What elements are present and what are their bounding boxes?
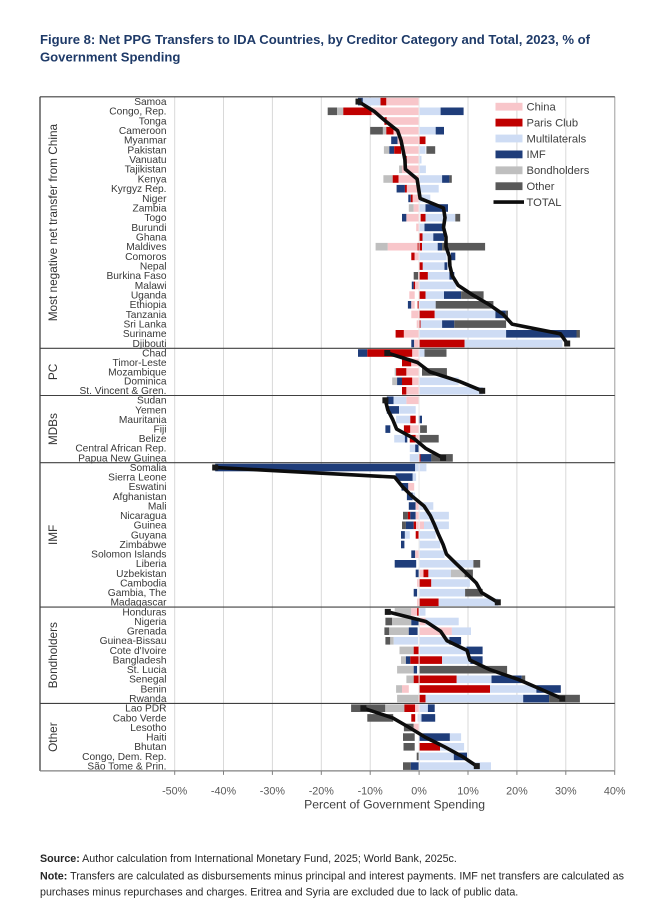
svg-text:Dominica: Dominica bbox=[124, 377, 167, 388]
svg-text:Bondholders: Bondholders bbox=[46, 622, 60, 688]
svg-text:Congo, Dem. Rep.: Congo, Dem. Rep. bbox=[82, 752, 166, 763]
svg-text:Tonga: Tonga bbox=[139, 116, 167, 127]
svg-text:Malawi: Malawi bbox=[135, 281, 167, 292]
svg-text:Lesotho: Lesotho bbox=[130, 723, 167, 734]
svg-text:-50%: -50% bbox=[162, 786, 188, 798]
svg-text:-10%: -10% bbox=[358, 786, 384, 798]
svg-text:Sri Lanka: Sri Lanka bbox=[123, 320, 166, 331]
svg-text:Other: Other bbox=[46, 722, 60, 752]
svg-text:Guinea-Bissau: Guinea-Bissau bbox=[100, 636, 167, 647]
svg-text:Djibouti: Djibouti bbox=[133, 339, 167, 350]
svg-text:Benin: Benin bbox=[140, 684, 166, 695]
svg-text:purchases minus repurchases an: purchases minus repurchases and charges.… bbox=[40, 887, 518, 899]
svg-text:Cote d'Ivoire: Cote d'Ivoire bbox=[110, 646, 167, 657]
svg-text:30%: 30% bbox=[555, 786, 577, 798]
svg-text:St. Vincent & Gren.: St. Vincent & Gren. bbox=[79, 386, 166, 397]
svg-text:Liberia: Liberia bbox=[136, 559, 167, 570]
svg-text:TOTAL: TOTAL bbox=[527, 197, 562, 209]
svg-text:Honduras: Honduras bbox=[122, 607, 166, 618]
svg-text:Maldives: Maldives bbox=[126, 242, 166, 253]
svg-text:40%: 40% bbox=[604, 786, 626, 798]
svg-text:Cameroon: Cameroon bbox=[119, 126, 167, 137]
svg-text:Source: Author calculation fro: Source: Author calculation from Internat… bbox=[40, 853, 457, 865]
svg-text:Central African Rep.: Central African Rep. bbox=[75, 444, 166, 455]
svg-text:PC: PC bbox=[46, 363, 60, 380]
svg-text:Zimbabwe: Zimbabwe bbox=[120, 540, 167, 551]
svg-text:Guinea: Guinea bbox=[134, 521, 167, 532]
svg-text:Yemen: Yemen bbox=[135, 405, 166, 416]
svg-text:Cabo Verde: Cabo Verde bbox=[113, 713, 167, 724]
svg-text:Lao PDR: Lao PDR bbox=[125, 704, 166, 715]
svg-text:Uganda: Uganda bbox=[131, 291, 167, 302]
svg-text:Timor-Leste: Timor-Leste bbox=[113, 358, 167, 369]
svg-text:São Tome & Prin.: São Tome & Prin. bbox=[87, 762, 166, 773]
svg-text:Togo: Togo bbox=[144, 213, 166, 224]
svg-text:St. Lucia: St. Lucia bbox=[127, 665, 167, 676]
svg-text:Guyana: Guyana bbox=[131, 530, 167, 541]
svg-text:Multilaterals: Multilaterals bbox=[527, 133, 587, 145]
svg-text:-40%: -40% bbox=[211, 786, 237, 798]
svg-text:Niger: Niger bbox=[142, 194, 167, 205]
svg-text:Samoa: Samoa bbox=[134, 97, 167, 108]
svg-text:Sudan: Sudan bbox=[137, 396, 166, 407]
svg-text:Mauritania: Mauritania bbox=[119, 415, 167, 426]
svg-text:Chad: Chad bbox=[142, 348, 167, 359]
svg-text:Most negative net transfer fro: Most negative net transfer from China bbox=[46, 123, 60, 321]
svg-text:Ethiopia: Ethiopia bbox=[130, 300, 167, 311]
svg-text:Ghana: Ghana bbox=[136, 233, 167, 244]
svg-text:Afghanistan: Afghanistan bbox=[113, 492, 167, 503]
svg-text:Kyrgyz Rep.: Kyrgyz Rep. bbox=[111, 184, 166, 195]
svg-text:Note: Transfers are calculated: Note: Transfers are calculated as disbur… bbox=[40, 871, 624, 883]
svg-text:Tajikistan: Tajikistan bbox=[125, 165, 167, 176]
svg-text:Nicaragua: Nicaragua bbox=[120, 511, 167, 522]
svg-text:Gambia, The: Gambia, The bbox=[108, 588, 167, 599]
svg-text:Solomon Islands: Solomon Islands bbox=[91, 550, 166, 561]
svg-text:Myanmar: Myanmar bbox=[124, 136, 167, 147]
svg-text:-30%: -30% bbox=[260, 786, 286, 798]
svg-text:Belize: Belize bbox=[139, 434, 167, 445]
svg-text:Bondholders: Bondholders bbox=[527, 165, 590, 177]
svg-text:Percent of Government Spending: Percent of Government Spending bbox=[304, 798, 485, 812]
svg-text:MDBs: MDBs bbox=[46, 413, 60, 445]
svg-text:Grenada: Grenada bbox=[127, 627, 167, 638]
svg-text:Vanuatu: Vanuatu bbox=[129, 155, 166, 166]
svg-text:IMF: IMF bbox=[527, 149, 546, 161]
svg-text:Kenya: Kenya bbox=[138, 174, 167, 185]
svg-text:Nigeria: Nigeria bbox=[134, 617, 167, 628]
svg-text:Senegal: Senegal bbox=[129, 675, 166, 686]
svg-text:Tanzania: Tanzania bbox=[126, 310, 167, 321]
svg-text:Uzbekistan: Uzbekistan bbox=[116, 569, 166, 580]
svg-text:Figure 8: Net PPG Transfers t: Figure 8: Net PPG Transfers to IDA Count… bbox=[40, 32, 591, 47]
svg-text:10%: 10% bbox=[457, 786, 479, 798]
svg-text:Congo, Rep.: Congo, Rep. bbox=[109, 107, 166, 118]
svg-text:Bangladesh: Bangladesh bbox=[113, 656, 167, 667]
svg-text:Mali: Mali bbox=[148, 501, 167, 512]
svg-text:Papua New Guinea: Papua New Guinea bbox=[78, 453, 167, 464]
svg-text:0%: 0% bbox=[411, 786, 427, 798]
svg-text:Bhutan: Bhutan bbox=[134, 742, 166, 753]
svg-text:IMF: IMF bbox=[46, 525, 60, 545]
svg-text:Pakistan: Pakistan bbox=[127, 145, 166, 156]
svg-text:Rwanda: Rwanda bbox=[129, 694, 167, 705]
svg-text:Sierra Leone: Sierra Leone bbox=[108, 473, 167, 484]
svg-text:Cambodia: Cambodia bbox=[120, 578, 167, 589]
svg-text:China: China bbox=[527, 102, 557, 114]
svg-text:Burkina Faso: Burkina Faso bbox=[106, 271, 166, 282]
svg-text:Mozambique: Mozambique bbox=[108, 367, 167, 378]
svg-text:Other: Other bbox=[527, 181, 555, 193]
svg-text:20%: 20% bbox=[506, 786, 528, 798]
svg-text:Zambia: Zambia bbox=[133, 203, 167, 214]
svg-text:Eswatini: Eswatini bbox=[129, 482, 167, 493]
svg-text:Madagascar: Madagascar bbox=[110, 598, 167, 609]
svg-text:Burundi: Burundi bbox=[131, 223, 166, 234]
svg-text:Somalia: Somalia bbox=[130, 463, 167, 474]
svg-text:Haiti: Haiti bbox=[146, 733, 166, 744]
svg-text:Government Spending: Government Spending bbox=[40, 50, 180, 65]
svg-text:-20%: -20% bbox=[309, 786, 335, 798]
svg-text:Paris Club: Paris Club bbox=[527, 117, 579, 129]
svg-text:Nepal: Nepal bbox=[140, 262, 167, 273]
svg-text:Comoros: Comoros bbox=[125, 252, 166, 263]
svg-text:Suriname: Suriname bbox=[123, 329, 167, 340]
svg-text:Fiji: Fiji bbox=[153, 425, 166, 436]
